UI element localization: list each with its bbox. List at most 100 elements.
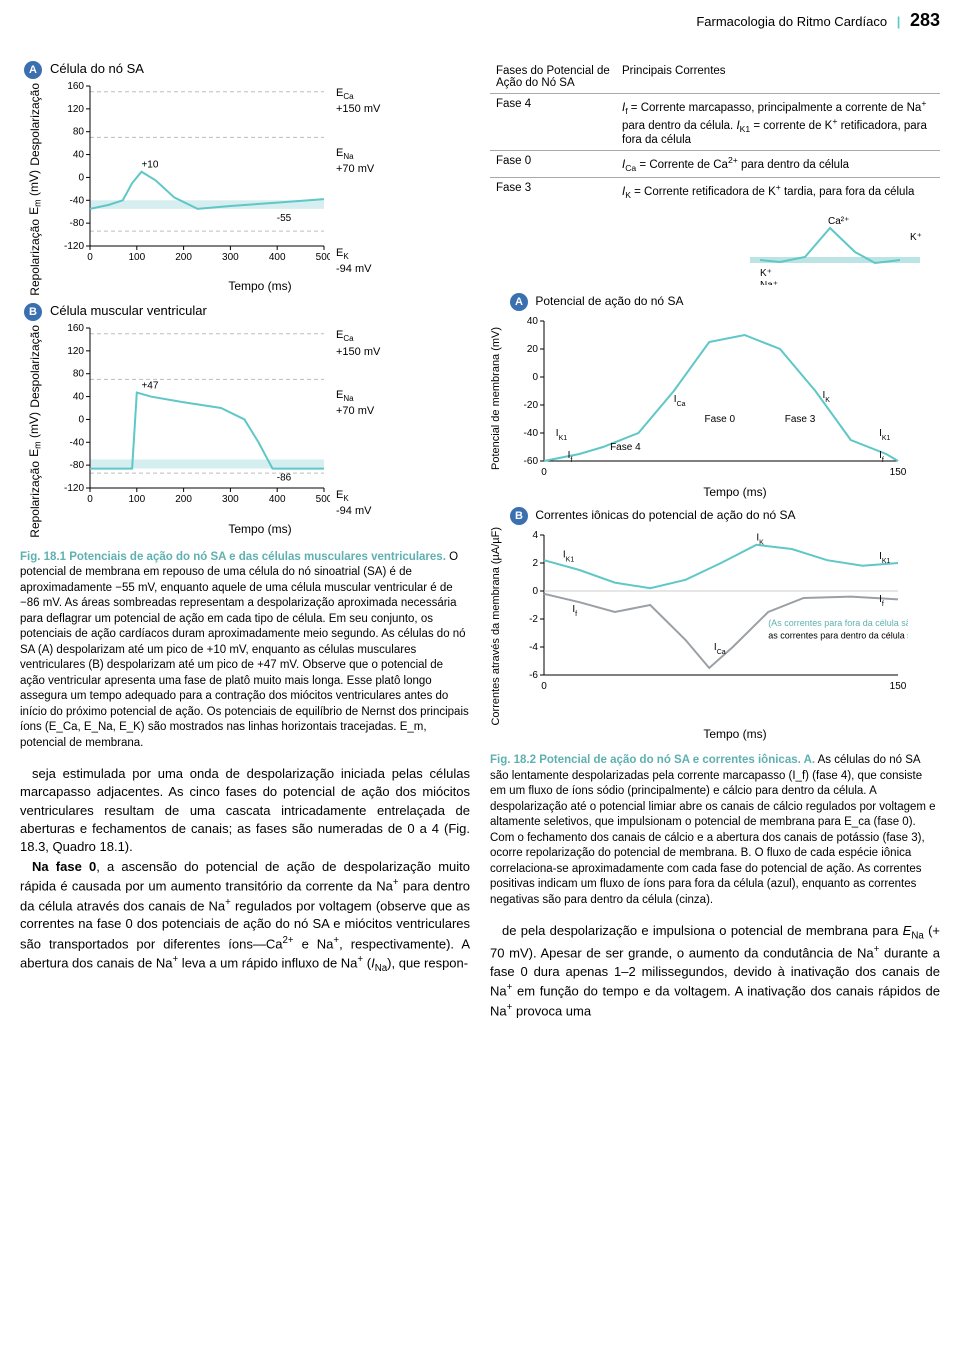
- svg-text:0: 0: [541, 467, 547, 478]
- fig182-text: As células do nó SA são lentamente despo…: [490, 754, 936, 906]
- svg-text:300: 300: [222, 494, 239, 505]
- svg-text:-4: -4: [529, 642, 538, 653]
- svg-text:-60: -60: [524, 456, 539, 467]
- panel-b-badge: B: [24, 303, 42, 321]
- left-column: A Despolarização Em (mV) Repolarização C…: [20, 61, 470, 1022]
- phase-r0c1: If = Corrente marcapasso, principalmente…: [616, 94, 940, 151]
- svg-text:-40: -40: [524, 428, 539, 439]
- svg-text:40: 40: [73, 150, 85, 161]
- phase-r2c0: Fase 3: [490, 178, 616, 205]
- svg-text:500: 500: [316, 494, 330, 505]
- chart-a-repol: Repolarização: [28, 219, 42, 296]
- svg-text:160: 160: [67, 81, 84, 92]
- svg-text:150: 150: [890, 467, 907, 478]
- ion-box-svg: K⁺Na⁺Ca²⁺K⁺: [740, 215, 940, 285]
- svg-text:-86: -86: [277, 473, 292, 484]
- page-number: 283: [910, 10, 940, 30]
- svg-text:300: 300: [222, 252, 239, 263]
- chapter-name: Farmacologia do Ritmo Cardíaco: [696, 14, 887, 29]
- svg-text:-80: -80: [70, 460, 85, 471]
- svg-text:+10: +10: [141, 160, 158, 171]
- body-left: seja estimulada por uma onda de despolar…: [20, 765, 470, 975]
- chart-a-svg: 16012080400-40-80-1200100200300400500+10…: [50, 80, 330, 270]
- phase-r0c0: Fase 4: [490, 94, 616, 151]
- svg-text:500: 500: [316, 252, 330, 263]
- chart-b-depol: Despolarização: [28, 325, 42, 408]
- svg-text:-80: -80: [70, 218, 85, 229]
- svg-text:-120: -120: [64, 483, 84, 494]
- svg-text:400: 400: [269, 494, 286, 505]
- svg-text:20: 20: [527, 344, 539, 355]
- ion-box-wrap: K⁺Na⁺Ca²⁺K⁺: [490, 215, 940, 285]
- svg-text:80: 80: [73, 127, 85, 138]
- fig182-title: Fig. 18.2 Potencial de ação do nó SA e c…: [490, 754, 815, 766]
- svg-text:-6: -6: [529, 670, 538, 681]
- svg-text:4: 4: [532, 530, 538, 541]
- svg-text:0: 0: [532, 372, 538, 383]
- chart-ra-title-text: Potencial de ação do nó SA: [535, 294, 683, 308]
- header-sep: |: [897, 14, 901, 29]
- svg-text:Fase 0: Fase 0: [704, 413, 735, 424]
- svg-text:If: If: [568, 450, 573, 464]
- chart-b-xlabel: Tempo (ms): [50, 522, 470, 536]
- right-column: Fases do Potencial de Ação do Nó SA Prin…: [490, 61, 940, 1022]
- panel-rb-badge: B: [510, 507, 528, 525]
- fig181-text: O potencial de membrana em repouso de um…: [20, 551, 469, 749]
- svg-text:100: 100: [128, 252, 145, 263]
- body-right-p1: de pela despolarização e impulsiona o po…: [490, 922, 940, 1020]
- svg-text:200: 200: [175, 494, 192, 505]
- chart-b-ylabel: Em (mV): [27, 412, 42, 457]
- svg-text:IK1: IK1: [563, 549, 574, 563]
- svg-text:120: 120: [67, 104, 84, 115]
- chart-ra-svg: 40200-20-40-600150IK1IfFase 4ICaFase 0Fa…: [508, 313, 908, 483]
- svg-text:40: 40: [527, 316, 539, 327]
- svg-text:-20: -20: [524, 400, 539, 411]
- chart-a-ylabel: Em (mV): [27, 170, 42, 215]
- svg-text:0: 0: [87, 494, 93, 505]
- svg-text:K⁺: K⁺: [760, 268, 772, 279]
- chart-a-row: A Despolarização Em (mV) Repolarização C…: [20, 61, 470, 295]
- svg-text:80: 80: [73, 369, 85, 380]
- chart-rb-xlabel: Tempo (ms): [530, 727, 940, 741]
- chart-rb-ylabel: Correntes através da membrana (µA/µF): [490, 527, 508, 726]
- svg-text:400: 400: [269, 252, 286, 263]
- chart-b-row: B Despolarização Em (mV) Repolarização C…: [20, 303, 470, 537]
- chart-a-title: Célula do nó SA: [50, 61, 470, 76]
- chart-ra-ylabel: Potencial de membrana (mV): [490, 313, 508, 483]
- body-right: de pela despolarização e impulsiona o po…: [490, 922, 940, 1020]
- body-left-p1: seja estimulada por uma onda de despolar…: [20, 765, 470, 856]
- phase-r1c1: ICa = Corrente de Ca2+ para dentro da cé…: [616, 151, 940, 178]
- phase-table: Fases do Potencial de Ação do Nó SA Prin…: [490, 61, 940, 205]
- svg-text:40: 40: [73, 392, 85, 403]
- phase-head-1: Principais Correntes: [616, 61, 940, 94]
- phase-r1c0: Fase 0: [490, 151, 616, 178]
- svg-text:120: 120: [67, 346, 84, 357]
- svg-text:as correntes para dentro da cé: as correntes para dentro da célula são -…: [768, 630, 908, 640]
- chart-rb-title: B Correntes iônicas do potencial de ação…: [510, 507, 940, 525]
- svg-text:+47: +47: [141, 381, 158, 392]
- chart-b-svg: 16012080400-40-80-1200100200300400500+47…: [50, 322, 330, 512]
- svg-text:-55: -55: [277, 213, 292, 224]
- body-left-p2: Na fase 0, a ascensão do potencial de aç…: [20, 858, 470, 975]
- chart-a-nernst: ECa+150 mV ENa+70 mV EK-94 mV: [336, 80, 380, 277]
- svg-text:-40: -40: [70, 438, 85, 449]
- svg-text:0: 0: [541, 681, 547, 692]
- page-header: Farmacologia do Ritmo Cardíaco | 283: [0, 0, 960, 61]
- svg-text:ICa: ICa: [714, 641, 726, 655]
- svg-text:-2: -2: [529, 614, 538, 625]
- fig181-title: Fig. 18.1 Potenciais de ação do nó SA e …: [20, 551, 446, 563]
- chart-b-nernst: ECa+150 mV ENa+70 mV EK-94 mV: [336, 322, 380, 519]
- svg-text:0: 0: [532, 586, 538, 597]
- chart-rb-title-text: Correntes iônicas do potencial de ação d…: [535, 508, 795, 522]
- svg-text:If: If: [879, 594, 884, 608]
- chart-b-title: Célula muscular ventricular: [50, 303, 470, 318]
- svg-text:-120: -120: [64, 241, 84, 252]
- svg-text:IK1: IK1: [879, 550, 890, 564]
- chart-a-xlabel: Tempo (ms): [50, 279, 470, 293]
- svg-text:160: 160: [67, 323, 84, 334]
- fig181-caption: Fig. 18.1 Potenciais de ação do nó SA e …: [20, 550, 470, 752]
- svg-text:0: 0: [78, 172, 84, 183]
- svg-text:200: 200: [175, 252, 192, 263]
- svg-text:2: 2: [532, 558, 538, 569]
- svg-text:If: If: [572, 604, 577, 618]
